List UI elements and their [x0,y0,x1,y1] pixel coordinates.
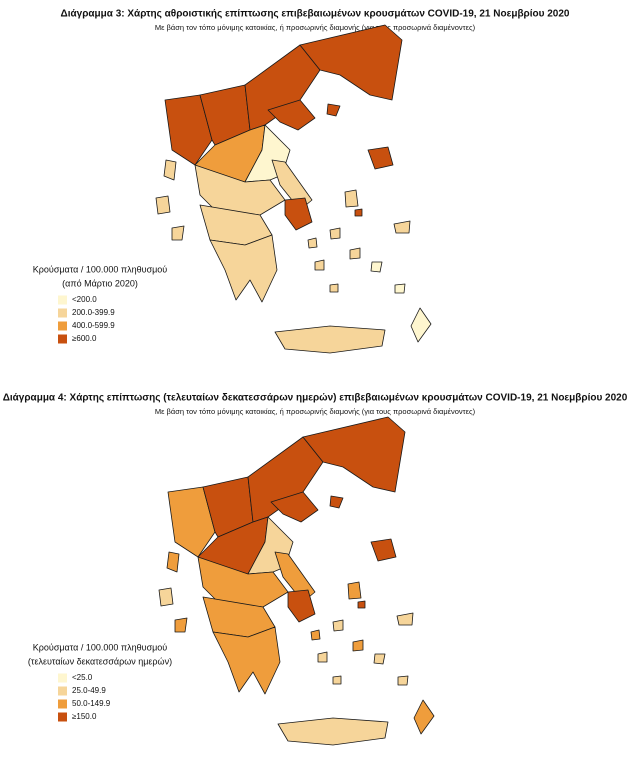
region [332,619,344,632]
legend-title: (από Μάρτιο 2020) [62,278,138,288]
region [413,699,435,735]
region [158,587,174,607]
region [302,416,406,493]
region [393,220,411,234]
legend-swatch [58,673,67,683]
region [307,237,318,249]
region [373,653,386,665]
region [167,486,216,558]
legend-label: <25.0 [72,673,93,682]
region [357,600,366,609]
region [284,197,313,231]
legend-swatch [58,295,67,305]
map-title: Διάγραμμα 4: Χάρτης επίπτωσης (τελευταίω… [3,393,628,404]
greece-map [155,24,432,354]
region [370,538,397,562]
legend-label: ≥600.0 [72,334,97,343]
region [410,307,432,343]
legend-title: (τελευταίων δεκατεσσάρων ημερών) [28,656,172,666]
region [163,159,177,181]
region [367,146,394,170]
legend-swatch [58,308,67,318]
region [171,225,185,241]
legend-label: 400.0-599.9 [72,321,115,330]
region [310,629,321,641]
legend-title: Κρούσματα / 100.000 πληθυσμού [33,264,168,274]
legend-title: Κρούσματα / 100.000 πληθυσμού [33,642,168,652]
region [394,283,406,294]
region [354,208,363,217]
region [194,164,286,216]
map-subtitle: Με βάση τον τόπο μόνιμης κατοικίας, ή πρ… [155,23,476,32]
legend-label: 25.0-49.9 [72,686,106,695]
region [352,639,364,652]
legend-swatch [58,334,67,344]
legend-label: <200.0 [72,295,97,304]
region [397,675,409,686]
region [277,717,389,746]
region [329,495,344,509]
legend-swatch [58,699,67,709]
region [299,24,403,101]
region [274,325,386,354]
region [347,581,362,600]
region [197,556,289,608]
region [329,227,341,240]
region [174,617,188,633]
map-title: Διάγραμμα 3: Χάρτης αθροιστικής επίπτωση… [61,9,570,20]
legend-swatch [58,321,67,331]
region [212,626,281,695]
legend-label: ≥150.0 [72,712,97,721]
region [370,261,383,273]
region [209,234,278,303]
region [164,94,213,166]
region [329,283,339,293]
region [166,551,180,573]
region [344,189,359,208]
map-subtitle: Με βάση τον τόπο μόνιμης κατοικίας, ή πρ… [155,407,476,416]
legend-label: 50.0-149.9 [72,699,111,708]
region [349,247,361,260]
region [270,491,319,523]
greece-map [158,416,435,746]
region [317,651,328,663]
legend-label: 200.0-399.9 [72,308,115,317]
region [287,589,316,623]
region [314,259,325,271]
legend-swatch [58,712,67,722]
legend-swatch [58,686,67,696]
region [332,675,342,685]
region [267,99,316,131]
region [326,103,341,117]
region [396,612,414,626]
region [155,195,171,215]
